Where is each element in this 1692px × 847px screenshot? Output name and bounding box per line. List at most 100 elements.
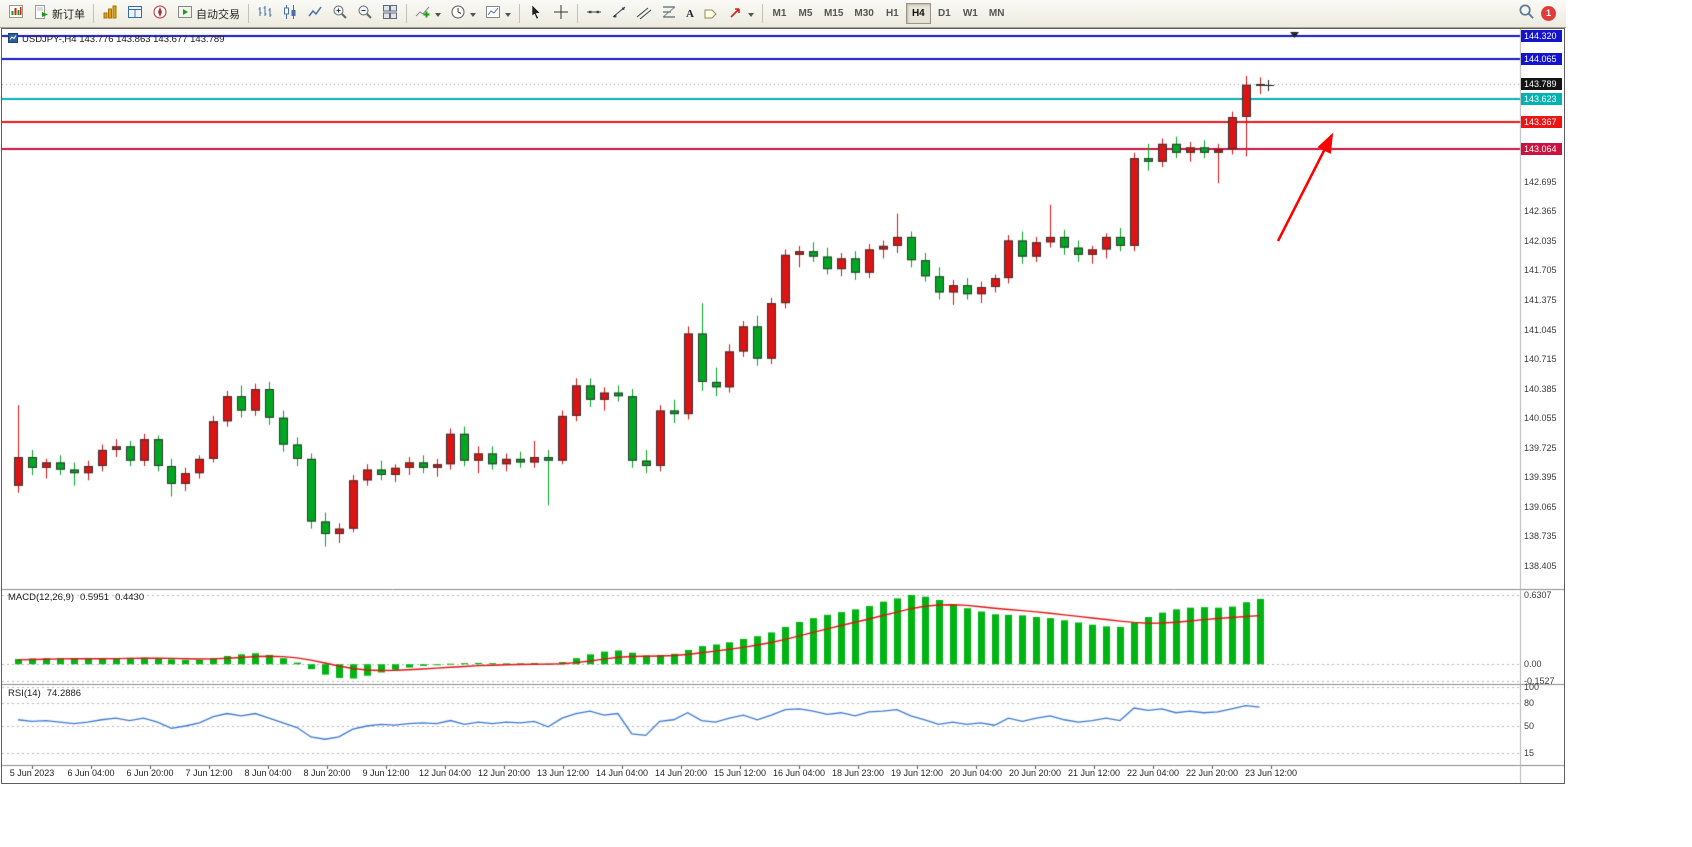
chevron-down-icon [747,13,754,20]
chart-window: USDJPY-,H4 143.776 143.863 143.677 143.7… [1,28,1565,784]
time-label: 6 Jun 04:00 [67,768,115,778]
chart-title-text: USDJPY-,H4 143.776 143.863 143.677 143.7… [22,34,225,45]
search-icon[interactable] [1518,3,1535,25]
auto-trading-button[interactable]: 自动交易 [173,2,244,25]
market-watch-icon [102,4,118,23]
chevron-down-icon [470,13,476,20]
macd-axis-tick: -0.1527 [1524,676,1555,686]
timeframe-button-m1[interactable]: M1 [767,3,792,24]
price-marker-box: 143.367 [1521,116,1562,128]
main-toolbar: 新订单 自动交易 A M1 M5 M15 M30 H1 H4 D1 W1 MN 1 [0,0,1566,28]
fibonacci-tool-button[interactable] [657,2,681,25]
timeframe-button-d1[interactable]: D1 [932,3,957,24]
trend-arrow-annotation[interactable] [1264,119,1350,251]
time-label: 8 Jun 04:00 [244,768,292,778]
new-order-button[interactable]: 新订单 [29,2,89,25]
notification-badge[interactable]: 1 [1541,6,1556,21]
navigator-button[interactable] [148,2,172,25]
market-watch-button[interactable] [98,2,122,25]
chevron-down-icon [505,13,511,20]
data-window-icon [127,4,143,23]
cursor-tool-button[interactable] [524,2,548,25]
trendline-tool-button[interactable] [607,2,631,25]
macd-indicator-label: MACD(12,26,9) 0.5951 0.4430 [8,592,144,603]
macd-axis-tick: 0.6307 [1524,590,1552,600]
chart-ohlc-label: USDJPY-,H4 143.776 143.863 143.677 143.7… [8,33,224,46]
timeframe-button-w1[interactable]: W1 [958,3,983,24]
zoom-out-button[interactable] [353,2,377,25]
time-label: 9 Jun 12:00 [362,768,410,778]
periods-button[interactable] [446,2,480,25]
tile-windows-button[interactable] [378,2,402,25]
toolbar-separator [93,4,94,23]
channel-tool-button[interactable] [632,2,656,25]
price-tick: 138.735 [1524,531,1557,541]
rsi-axis-tick: 80 [1524,698,1535,708]
bar-chart-mode-button[interactable] [253,2,277,25]
price-axis[interactable]: 142.695 142.365 142.035 141.705 141.375 141.0… [1521,29,1564,783]
auto-trading-label: 自动交易 [196,8,240,21]
timeframe-button-m30[interactable]: M30 [849,3,878,24]
data-window-button[interactable] [123,2,147,25]
bar-chart-icon [257,4,273,23]
arrows-tool-button[interactable] [724,2,758,25]
new-order-icon [33,4,49,23]
text-tool-button[interactable]: A [682,2,698,25]
price-marker-box: 144.065 [1521,53,1562,65]
timeframe-toolbar: M1 M5 M15 M30 H1 H4 D1 W1 MN [767,3,1009,24]
macd-value: 0.5951 [80,592,110,603]
timeframe-button-h4[interactable]: H4 [905,3,931,24]
price-chart-canvas[interactable] [2,29,1564,783]
timeframe-button-h1[interactable]: H1 [880,3,905,24]
rsi-value: 74.2886 [46,688,82,699]
templates-button[interactable] [481,2,515,25]
price-tick: 138.405 [1524,561,1557,571]
price-marker-box: 143.064 [1521,143,1562,155]
rsi-axis-tick: 50 [1524,721,1535,731]
toolbar-separator [519,4,520,23]
timeframe-button-m5[interactable]: M5 [793,3,818,24]
time-label: 20 Jun 04:00 [949,768,1003,778]
new-chart-icon [8,4,24,23]
timeframe-button-m15[interactable]: M15 [819,3,848,24]
toolbar-right-group: 1 [1518,3,1562,25]
price-tick: 141.375 [1524,295,1557,305]
toolbar-separator [248,4,249,23]
candlestick-mode-button[interactable] [278,2,302,25]
navigator-icon [152,4,168,23]
time-label: 16 Jun 04:00 [772,768,826,778]
crosshair-tool-button[interactable] [549,2,573,25]
price-tick: 140.385 [1524,384,1557,394]
new-chart-button[interactable] [4,2,28,25]
arrow-line[interactable] [1276,132,1334,242]
label-tool-button[interactable] [699,2,723,25]
price-tick: 140.715 [1524,354,1557,364]
time-label: 12 Jun 04:00 [418,768,472,778]
auto-trading-icon [177,4,193,23]
timeframe-button-mn[interactable]: MN [984,3,1010,24]
indicators-button[interactable] [411,2,445,25]
price-tick: 141.045 [1524,325,1557,335]
price-marker-box: 144.320 [1521,30,1562,42]
arrow-shape-icon [728,4,744,23]
time-label: 20 Jun 20:00 [1008,768,1062,778]
line-chart-mode-button[interactable] [303,2,327,25]
crosshair-icon [553,4,569,23]
label-tag-icon [703,4,719,23]
zoom-in-button[interactable] [328,2,352,25]
horizontal-line-icon [586,4,602,23]
price-tick: 142.365 [1524,206,1557,216]
time-label: 8 Jun 20:00 [303,768,351,778]
price-marker-box: 143.623 [1521,93,1562,105]
price-tick: 139.395 [1524,472,1557,482]
horizontal-line-tool-button[interactable] [582,2,606,25]
time-label: 6 Jun 20:00 [126,768,174,778]
toolbar-separator [406,4,407,23]
time-label: 5 Jun 2023 [9,768,55,778]
time-label: 22 Jun 04:00 [1126,768,1180,778]
rsi-axis-tick: 100 [1524,682,1540,692]
zoom-out-icon [357,4,373,23]
price-tick: 139.065 [1524,502,1557,512]
time-axis[interactable]: 5 Jun 2023 6 Jun 04:00 6 Jun 20:00 7 Jun 12… [2,768,1521,783]
